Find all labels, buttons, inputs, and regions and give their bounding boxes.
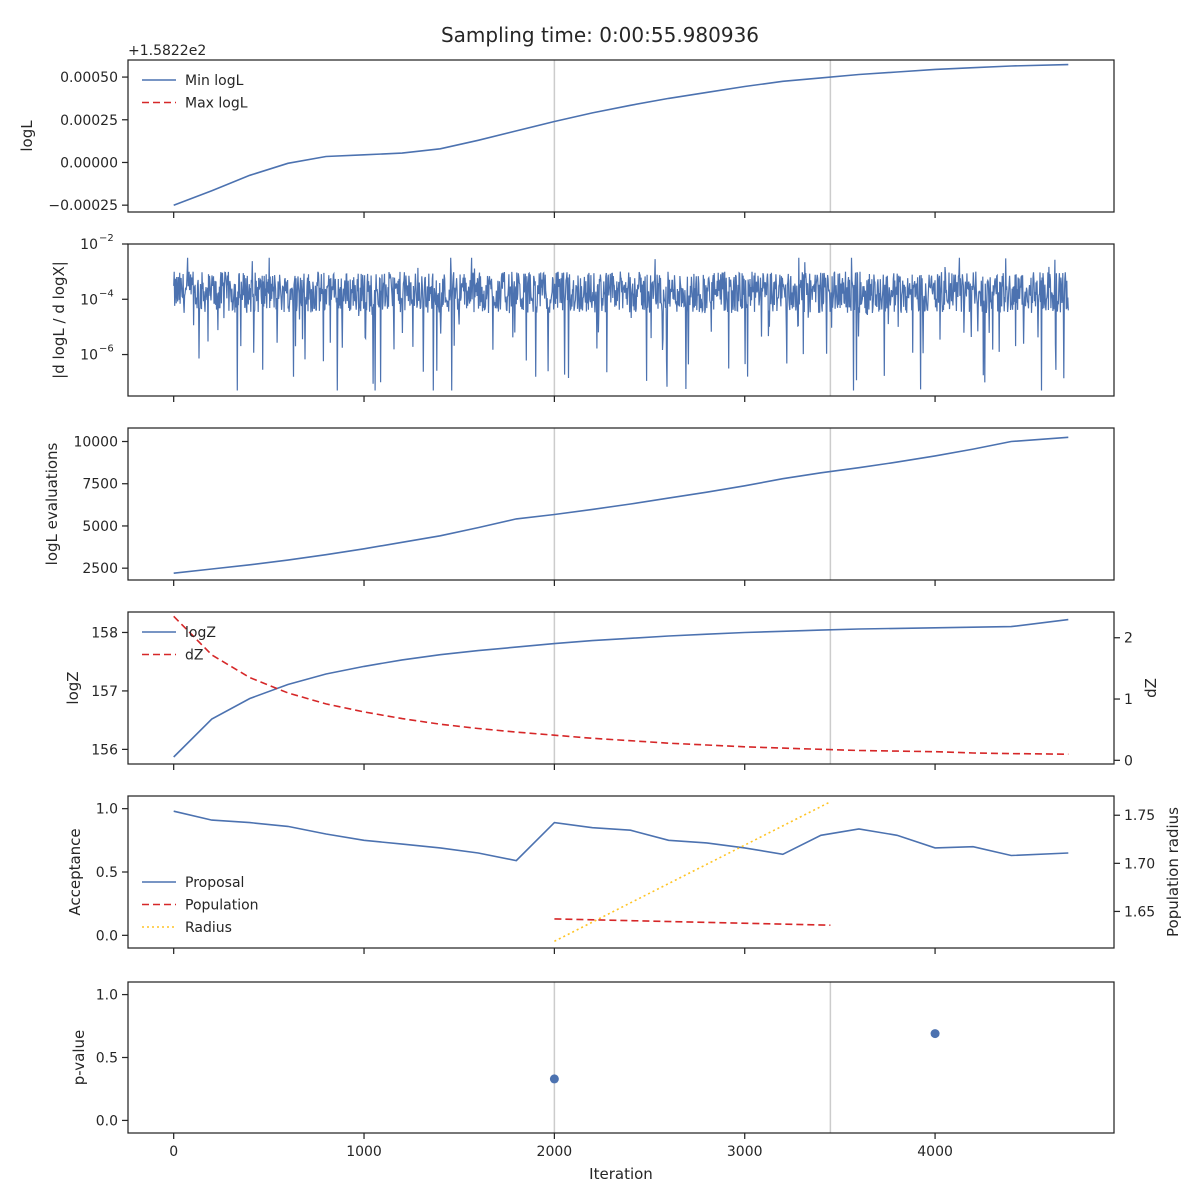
y-right-tick-label: 1 xyxy=(1124,692,1133,708)
panel-3 xyxy=(122,427,1115,586)
y-tick-label: 10 xyxy=(80,348,98,364)
y-tick-exponent: −2 xyxy=(99,233,114,244)
series-line-logz xyxy=(173,618,1069,758)
plot-area xyxy=(173,612,1069,764)
x-tick-label: 2000 xyxy=(537,1144,573,1160)
y-tick-label: 0.0 xyxy=(96,928,118,944)
y-tick-label: 158 xyxy=(91,625,118,641)
series-line xyxy=(173,257,1069,391)
legend-label: Proposal xyxy=(185,875,244,891)
legend-label: Max logL xyxy=(185,96,248,112)
y-tick-label: 157 xyxy=(91,684,118,700)
y-tick-label: 10000 xyxy=(73,435,118,451)
axes-frame xyxy=(127,981,1115,1134)
panel-2 xyxy=(122,243,1115,402)
legend-label: dZ xyxy=(185,648,203,664)
figure-title: Sampling time: 0:00:55.980936 xyxy=(441,23,759,47)
y-tick-label: 5000 xyxy=(82,519,118,535)
scatter-point xyxy=(930,1029,940,1039)
y-tick-label: 0.0 xyxy=(96,1113,118,1129)
y-axis-label: logL evaluations xyxy=(43,442,61,565)
y-axis-label: Acceptance xyxy=(66,828,84,915)
y-axis-label: logZ xyxy=(64,671,82,704)
axes-frame xyxy=(127,611,1115,765)
axes-frame xyxy=(127,795,1115,949)
legend-label: logZ xyxy=(185,625,216,641)
series-line-population xyxy=(554,918,831,926)
y-tick-label: 0.5 xyxy=(96,1051,118,1067)
y-tick-exponent: −6 xyxy=(99,344,114,355)
y-tick-label: 10 xyxy=(80,237,98,253)
y-right-tick-label: 2 xyxy=(1124,631,1133,647)
y-tick-label: 0.00000 xyxy=(60,155,118,171)
series-line-proposal xyxy=(173,810,1069,862)
y-tick-label: 2500 xyxy=(82,561,118,577)
y-tick-label: 10 xyxy=(80,292,98,308)
axes-frame xyxy=(127,59,1115,213)
x-tick-label: 1000 xyxy=(346,1144,382,1160)
y-right-tick-label: 1.75 xyxy=(1124,808,1155,824)
y-axis-label: p-value xyxy=(70,1030,88,1086)
plot-area xyxy=(549,982,940,1133)
y-tick-label: 1.0 xyxy=(96,802,118,818)
panel-4 xyxy=(122,611,1120,770)
axes-frame xyxy=(127,427,1115,581)
x-tick-label: 0 xyxy=(169,1144,178,1160)
y-axis-label: logL xyxy=(18,120,36,152)
y-axis-label: |d logL / d logX| xyxy=(50,261,68,379)
panel-5 xyxy=(122,795,1120,954)
y-right-axis-label: Population radius xyxy=(1164,807,1182,937)
plot-area xyxy=(173,244,1069,396)
y-right-tick-label: 0 xyxy=(1124,753,1133,769)
legend-label: Population xyxy=(185,898,259,914)
y-offset-label: +1.5822e2 xyxy=(128,43,206,59)
y-right-axis-label: dZ xyxy=(1142,678,1160,698)
series-line-trace xyxy=(173,436,1069,574)
plot-area xyxy=(173,60,1069,212)
panel-1 xyxy=(122,59,1115,218)
series-line-min-logl xyxy=(173,63,1069,206)
legend-label: Radius xyxy=(185,920,232,936)
y-tick-label: 0.00025 xyxy=(60,113,118,129)
panel-6 xyxy=(122,981,1115,1139)
y-tick-label: −0.00025 xyxy=(48,198,118,214)
x-axis-label: Iteration xyxy=(589,1165,653,1183)
scatter-point xyxy=(549,1074,559,1084)
y-tick-label: 0.00050 xyxy=(60,70,118,86)
plot-area xyxy=(173,428,1069,580)
y-tick-label: 0.5 xyxy=(96,865,118,881)
series-line-dz xyxy=(173,615,1069,755)
x-tick-label: 3000 xyxy=(727,1144,763,1160)
y-tick-label: 1.0 xyxy=(96,988,118,1004)
x-tick-label: 4000 xyxy=(917,1144,953,1160)
y-right-tick-label: 1.65 xyxy=(1124,904,1155,920)
y-right-tick-label: 1.70 xyxy=(1124,856,1155,872)
series-line-radius xyxy=(554,801,831,943)
y-tick-label: 156 xyxy=(91,742,118,758)
plot-area xyxy=(173,801,1069,943)
axes-frame xyxy=(127,243,1115,397)
legend-label: Min logL xyxy=(185,73,244,89)
y-tick-exponent: −4 xyxy=(99,288,114,299)
y-tick-label: 7500 xyxy=(82,477,118,493)
